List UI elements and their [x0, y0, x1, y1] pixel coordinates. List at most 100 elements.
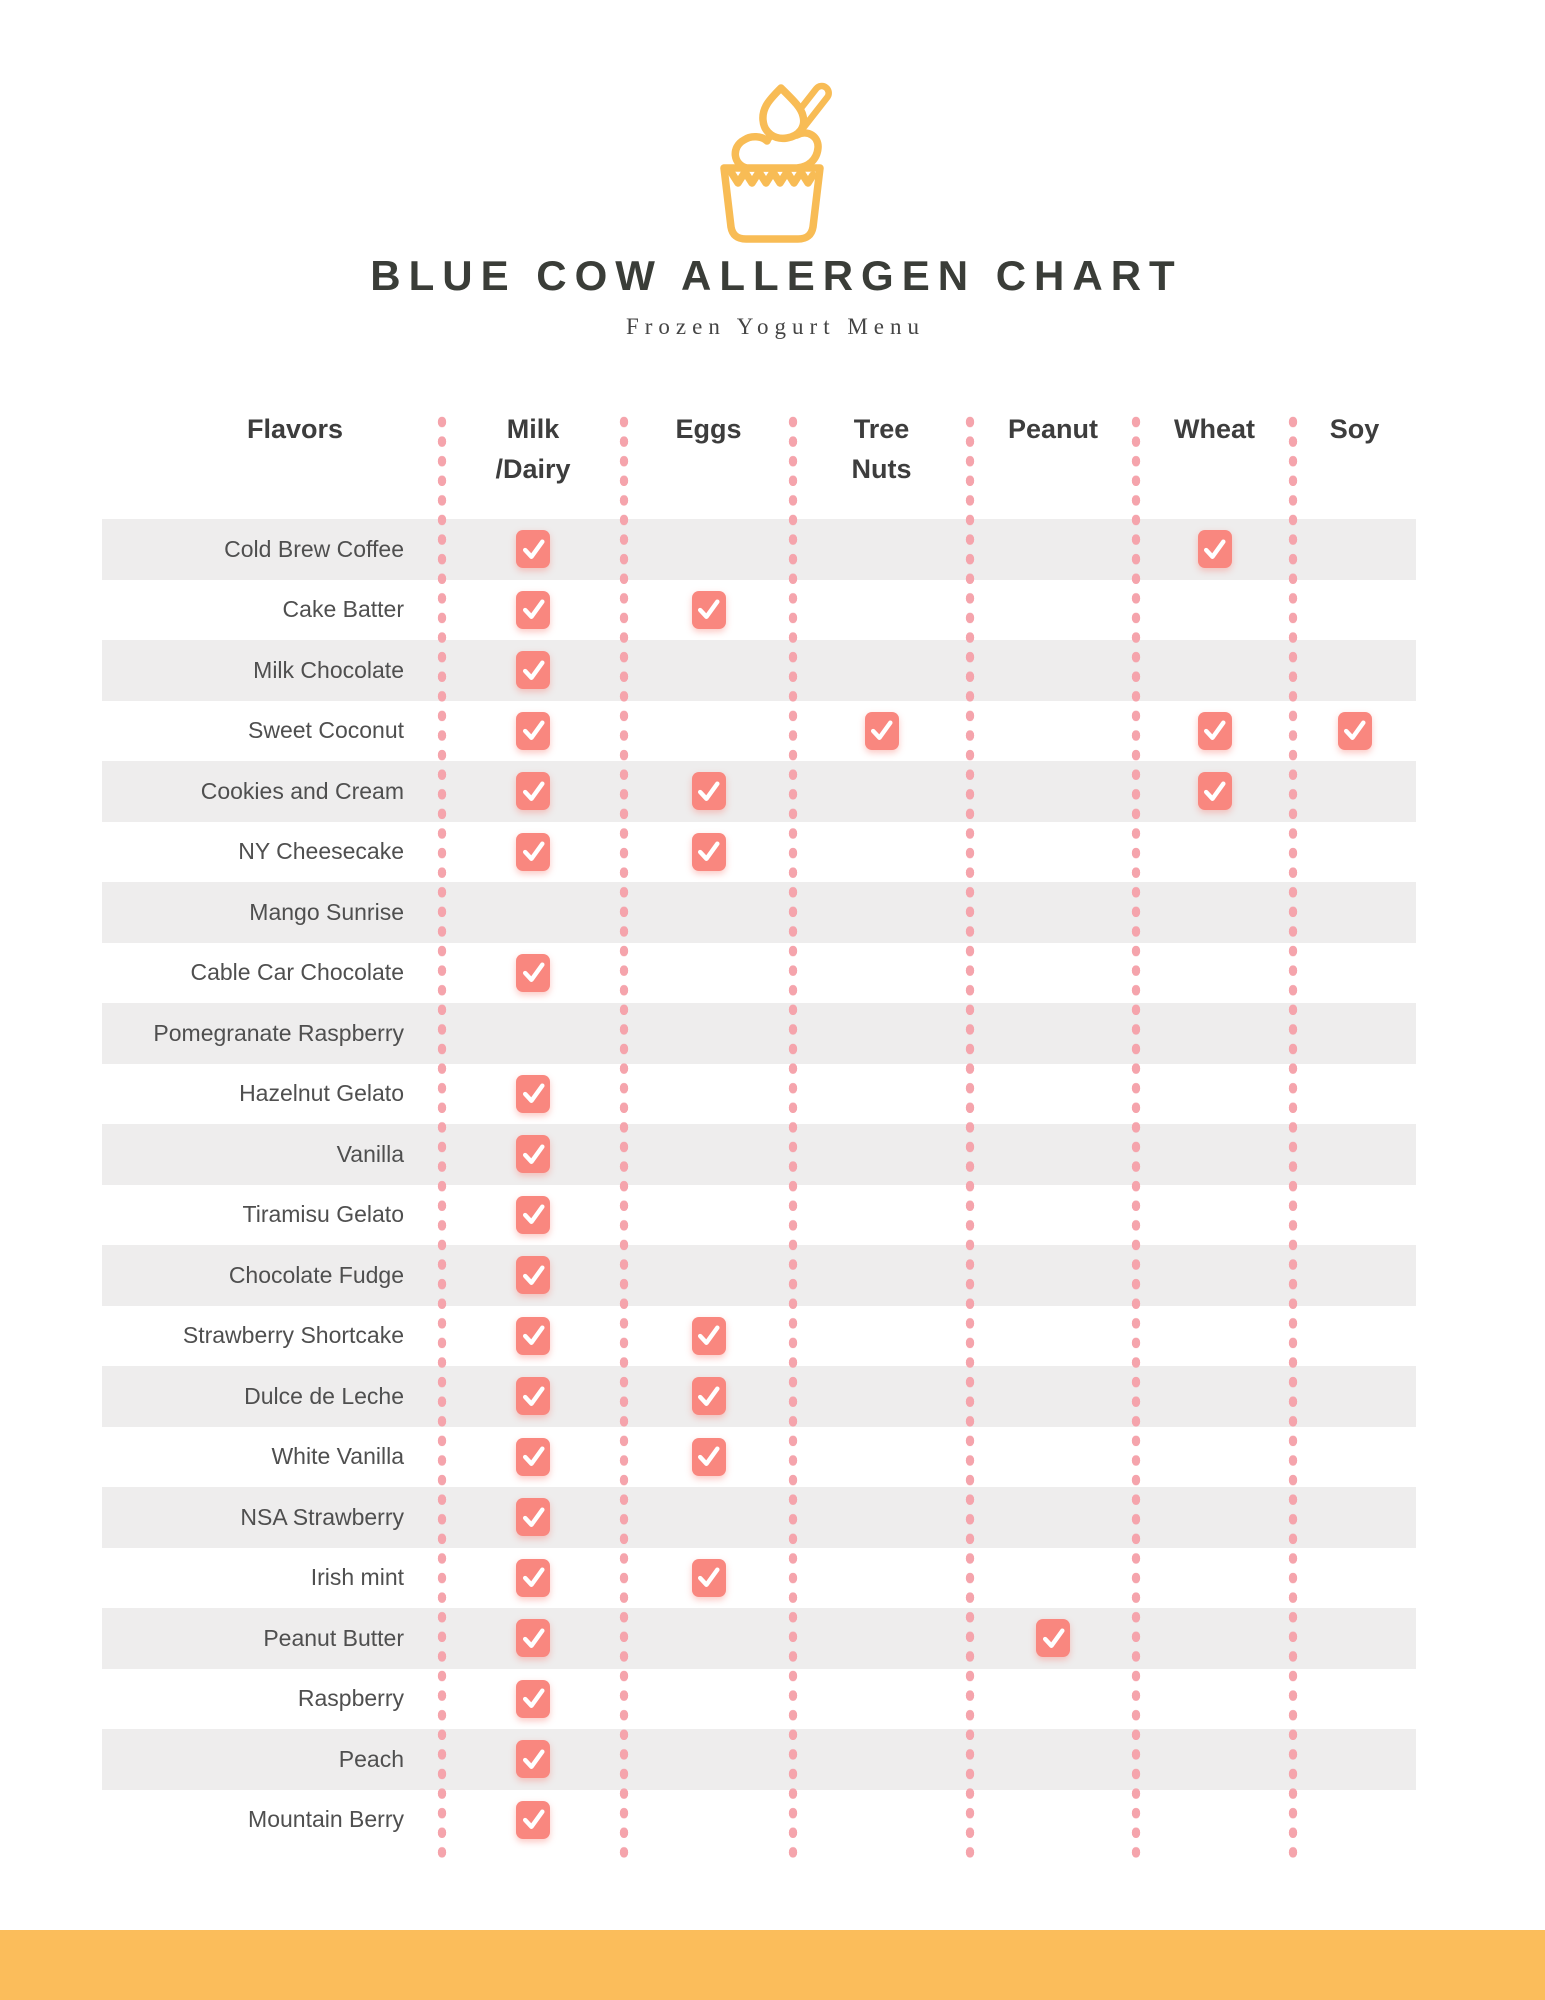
- allergen-cell-milk-dairy: [442, 1245, 624, 1306]
- check-icon: [1343, 720, 1366, 741]
- allergen-cell-wheat: [1136, 1185, 1293, 1246]
- allergen-cell-milk-dairy: [442, 580, 624, 641]
- table-row: Irish mint: [102, 1548, 1416, 1609]
- allergen-cell-eggs: [624, 1427, 793, 1488]
- column-header-wheat: Wheat: [1174, 414, 1255, 444]
- allergen-checkbox: [516, 1256, 550, 1295]
- allergen-cell-milk-dairy: [442, 1306, 624, 1367]
- allergen-cell-eggs: [624, 943, 793, 1004]
- allergen-checkbox: [1197, 772, 1232, 811]
- allergen-cell-milk-dairy: [442, 1729, 624, 1790]
- flavor-label: Cookies and Cream: [200, 777, 404, 804]
- allergen-cell-soy: [1293, 943, 1416, 1004]
- allergen-cell-milk-dairy: [442, 882, 624, 943]
- allergen-cell-wheat: [1136, 1669, 1293, 1730]
- check-icon: [522, 660, 545, 680]
- check-icon: [1203, 781, 1226, 801]
- allergen-checkbox: [516, 1316, 550, 1355]
- dotted-divider: [437, 413, 447, 1863]
- allergen-cell-eggs: [624, 701, 793, 762]
- allergen-cell-wheat: [1136, 1729, 1293, 1790]
- allergen-cell-tree-nuts: [793, 1306, 970, 1367]
- allergen-cell-milk-dairy: [442, 1427, 624, 1488]
- allergen-cell-tree-nuts: [793, 701, 970, 762]
- allergen-cell-soy: [1293, 1003, 1416, 1064]
- allergen-cell-soy: [1293, 701, 1416, 762]
- allergen-cell-milk-dairy: [442, 822, 624, 883]
- allergen-cell-wheat: [1136, 640, 1293, 701]
- allergen-cell-wheat: [1136, 1487, 1293, 1548]
- allergen-cell-wheat: [1136, 822, 1293, 883]
- allergen-cell-peanut: [970, 761, 1136, 822]
- allergen-cell-peanut: [970, 701, 1136, 762]
- table-row: Pomegranate Raspberry: [102, 1003, 1416, 1064]
- dotted-divider: [1288, 413, 1298, 1863]
- column-header-eggs: Eggs: [675, 414, 742, 444]
- flavor-label: Hazelnut Gelato: [239, 1080, 404, 1107]
- allergen-cell-soy: [1293, 761, 1416, 822]
- allergen-cell-peanut: [970, 822, 1136, 883]
- allergen-cell-milk-dairy: [442, 1669, 624, 1730]
- table-row: White Vanilla: [102, 1427, 1416, 1488]
- allergen-cell-wheat: [1136, 1790, 1293, 1851]
- allergen-cell-milk-dairy: [442, 761, 624, 822]
- allergen-cell-soy: [1293, 1790, 1416, 1851]
- allergen-cell-tree-nuts: [793, 519, 970, 580]
- check-icon: [522, 1144, 545, 1164]
- allergen-cell-soy: [1293, 1124, 1416, 1185]
- allergen-checkbox: [516, 651, 550, 690]
- check-icon: [522, 539, 545, 559]
- table-row: Mango Sunrise: [102, 882, 1416, 943]
- allergen-cell-eggs: [624, 882, 793, 943]
- check-icon: [522, 1446, 545, 1467]
- allergen-cell-eggs: [624, 822, 793, 883]
- allergen-cell-eggs: [624, 1487, 793, 1548]
- allergen-checkbox: [1337, 711, 1372, 750]
- allergen-cell-wheat: [1136, 1608, 1293, 1669]
- column-header-peanut: Peanut: [1007, 414, 1099, 444]
- logo-wrap: [0, 80, 1545, 263]
- check-icon: [522, 1083, 545, 1104]
- allergen-cell-milk-dairy: [442, 1487, 624, 1548]
- table-row: Cake Batter: [102, 580, 1416, 641]
- table-row: Chocolate Fudge: [102, 1245, 1416, 1306]
- flavor-label: Cold Brew Coffee: [224, 535, 404, 562]
- allergen-cell-eggs: [624, 580, 793, 641]
- table-row: Raspberry: [102, 1669, 1416, 1730]
- flavor-label: Vanilla: [336, 1140, 404, 1167]
- allergen-cell-peanut: [970, 1366, 1136, 1427]
- allergen-cell-tree-nuts: [793, 1790, 970, 1851]
- allergen-cell-milk-dairy: [442, 1003, 624, 1064]
- allergen-cell-peanut: [970, 1245, 1136, 1306]
- flavor-label: Mountain Berry: [248, 1806, 404, 1833]
- allergen-cell-peanut: [970, 519, 1136, 580]
- column-header-tree-nuts: Tree Nuts: [851, 414, 912, 484]
- allergen-cell-soy: [1293, 580, 1416, 641]
- dotted-divider: [1131, 413, 1141, 1863]
- allergen-cell-wheat: [1136, 761, 1293, 822]
- allergen-cell-peanut: [970, 1064, 1136, 1125]
- flavor-label: Dulce de Leche: [244, 1382, 404, 1409]
- allergen-cell-tree-nuts: [793, 1064, 970, 1125]
- table-row: NY Cheesecake: [102, 822, 1416, 883]
- flavor-label: Milk Chocolate: [253, 656, 404, 683]
- column-header-flavors: Flavors: [246, 414, 344, 444]
- allergen-checkbox: [864, 711, 899, 750]
- table-row: Peach: [102, 1729, 1416, 1790]
- allergen-cell-peanut: [970, 1548, 1136, 1609]
- allergen-cell-peanut: [970, 1487, 1136, 1548]
- allergen-cell-soy: [1293, 1487, 1416, 1548]
- flavor-label: Pomegranate Raspberry: [153, 1019, 404, 1046]
- table-row: Strawberry Shortcake: [102, 1306, 1416, 1367]
- flavor-label: White Vanilla: [271, 1443, 404, 1470]
- allergen-cell-peanut: [970, 943, 1136, 1004]
- allergen-cell-milk-dairy: [442, 1608, 624, 1669]
- allergen-checkbox: [516, 1619, 550, 1658]
- allergen-cell-tree-nuts: [793, 1124, 970, 1185]
- allergen-checkbox: [516, 1558, 550, 1597]
- check-icon: [522, 1628, 545, 1648]
- allergen-cell-tree-nuts: [793, 822, 970, 883]
- table-row: Hazelnut Gelato: [102, 1064, 1416, 1125]
- flavor-label: Sweet Coconut: [248, 717, 404, 744]
- allergen-checkbox: [516, 772, 550, 811]
